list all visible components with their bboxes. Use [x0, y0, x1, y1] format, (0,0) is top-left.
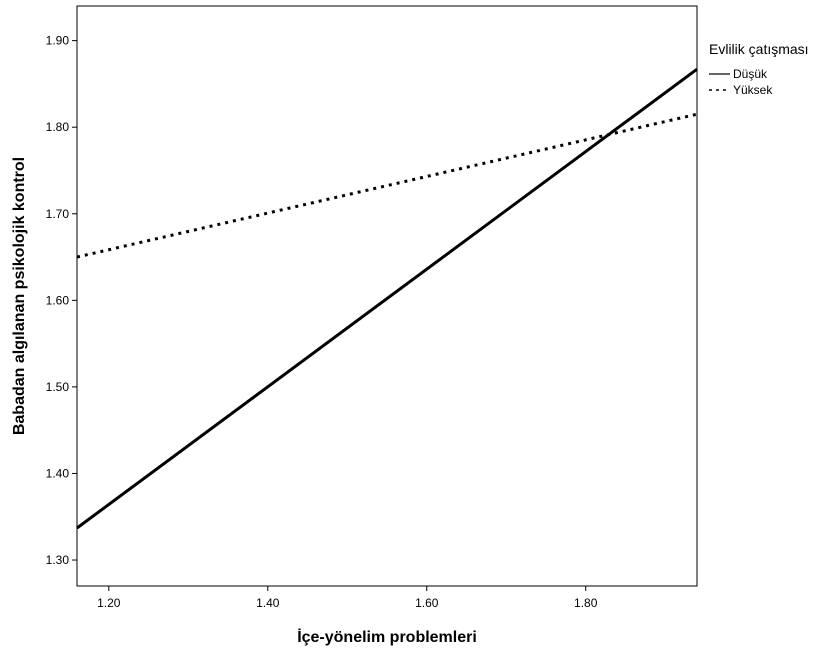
x-tick-label: 1.80 [574, 596, 598, 610]
plot-frame [76, 5, 698, 587]
legend-label: Düşük [733, 67, 768, 81]
series-lines [76, 67, 698, 530]
x-axis-ticks: 1.20 1.40 1.60 1.80 [97, 586, 598, 610]
y-axis-ticks: 1.30 1.40 1.50 1.60 1.70 1.80 1.90 [46, 34, 77, 567]
series-line-düşük [76, 67, 698, 530]
series-line-yüksek [76, 112, 698, 259]
y-tick-label: 1.60 [46, 293, 70, 307]
y-tick-label: 1.80 [46, 120, 70, 134]
legend: Evlilik çatışması Düşük Yüksek [709, 41, 809, 97]
y-tick-label: 1.50 [46, 380, 70, 394]
legend-label: Yüksek [733, 83, 773, 97]
x-tick-label: 1.20 [97, 596, 121, 610]
x-tick-label: 1.60 [415, 596, 439, 610]
legend-title: Evlilik çatışması [709, 41, 809, 57]
x-axis-title: İçe-yönelim problemleri [297, 628, 477, 646]
y-axis-title: Babadan algılanan psikolojik kontrol [11, 157, 28, 435]
y-tick-label: 1.40 [46, 466, 70, 480]
x-tick-label: 1.40 [256, 596, 280, 610]
y-tick-label: 1.90 [46, 34, 70, 48]
y-tick-label: 1.30 [46, 553, 70, 567]
y-tick-label: 1.70 [46, 207, 70, 221]
